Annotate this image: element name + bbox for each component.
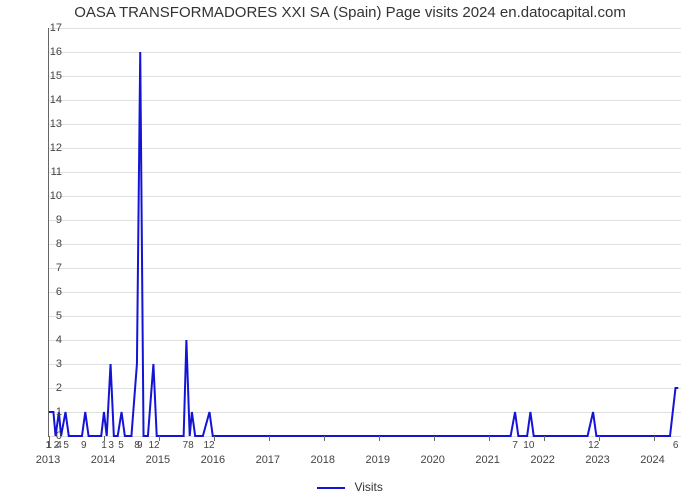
visits-line-chart: OASA TRANSFORMADORES XXI SA (Spain) Page… xyxy=(0,0,700,500)
ytick-label: 7 xyxy=(22,262,62,274)
ytick-label: 14 xyxy=(22,94,62,106)
xtick-year-label: 2013 xyxy=(36,454,60,466)
ytick-label: 1 xyxy=(22,406,62,418)
xtick-year-label: 2014 xyxy=(91,454,115,466)
xtick-mark xyxy=(489,436,490,441)
xtick-month-label: 6 xyxy=(673,440,679,451)
xtick-month-label: 7 xyxy=(512,440,518,451)
ytick-label: 16 xyxy=(22,46,62,58)
xtick-month-label: 5 xyxy=(118,440,124,451)
xtick-year-label: 2016 xyxy=(201,454,225,466)
xtick-year-label: 2018 xyxy=(311,454,335,466)
ytick-label: 4 xyxy=(22,334,62,346)
line-series xyxy=(49,28,681,436)
ytick-label: 6 xyxy=(22,286,62,298)
ytick-label: 2 xyxy=(22,382,62,394)
xtick-year-label: 2015 xyxy=(146,454,170,466)
xtick-month-label: 12 xyxy=(149,440,160,451)
ytick-label: 9 xyxy=(22,214,62,226)
xtick-year-label: 2019 xyxy=(365,454,389,466)
ytick-label: 3 xyxy=(22,358,62,370)
xtick-month-label: 8 xyxy=(188,440,194,451)
xtick-month-label: 12 xyxy=(203,440,214,451)
ytick-label: 13 xyxy=(22,118,62,130)
xtick-year-label: 2021 xyxy=(475,454,499,466)
ytick-label: 8 xyxy=(22,238,62,250)
xtick-month-label: 9 xyxy=(81,440,87,451)
xtick-year-label: 2024 xyxy=(640,454,664,466)
ytick-label: 10 xyxy=(22,190,62,202)
legend: Visits xyxy=(0,480,700,494)
plot-area xyxy=(48,28,681,437)
ytick-label: 5 xyxy=(22,310,62,322)
xtick-year-label: 2017 xyxy=(256,454,280,466)
legend-swatch xyxy=(317,487,345,489)
xtick-year-label: 2022 xyxy=(530,454,554,466)
xtick-month-label: 5 xyxy=(63,440,69,451)
xtick-month-label: 12 xyxy=(588,440,599,451)
xtick-year-label: 2023 xyxy=(585,454,609,466)
xtick-mark xyxy=(654,436,655,441)
ytick-label: 17 xyxy=(22,22,62,34)
xtick-month-label: 3 xyxy=(108,440,114,451)
xtick-month-label: 10 xyxy=(523,440,534,451)
ytick-label: 12 xyxy=(22,142,62,154)
xtick-month-label: 9 xyxy=(137,440,143,451)
ytick-label: 15 xyxy=(22,70,62,82)
legend-label: Visits xyxy=(354,480,382,494)
chart-title: OASA TRANSFORMADORES XXI SA (Spain) Page… xyxy=(0,4,700,21)
xtick-month-label: 4 xyxy=(56,440,62,451)
xtick-mark xyxy=(434,436,435,441)
xtick-mark xyxy=(324,436,325,441)
xtick-mark xyxy=(379,436,380,441)
xtick-month-label: 1 xyxy=(101,440,107,451)
xtick-mark xyxy=(544,436,545,441)
ytick-label: 11 xyxy=(22,166,62,178)
xtick-year-label: 2020 xyxy=(420,454,444,466)
xtick-mark xyxy=(269,436,270,441)
